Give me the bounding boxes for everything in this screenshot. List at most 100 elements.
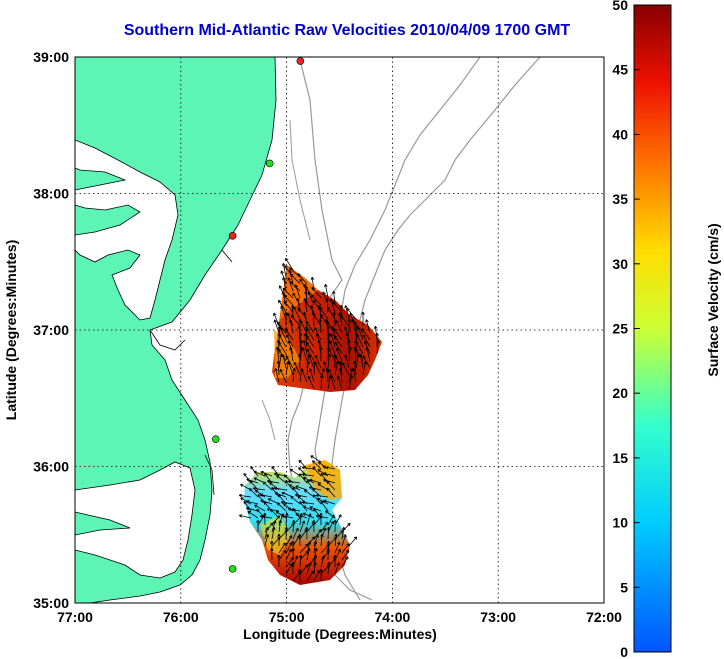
velocity-vector: [332, 311, 337, 327]
velocity-vector: [309, 478, 322, 484]
velocity-vector: [278, 299, 287, 313]
velocity-vector: [361, 311, 365, 327]
velocity-vector: [327, 514, 335, 526]
velocity-vector: [283, 300, 294, 313]
velocity-vector: [276, 502, 287, 512]
x-axis-ticks: 77:00 76:00 75:00 74:00 73:00 72:00: [57, 609, 622, 625]
velocity-vector: [256, 519, 260, 533]
velocity-vector: [313, 554, 318, 568]
velocity-vector: [264, 522, 274, 533]
velocity-vector: [302, 505, 315, 512]
velocity-vector: [317, 498, 329, 505]
velocity-vector: [278, 341, 287, 355]
velocity-vector: [334, 514, 342, 526]
velocity-vector: [347, 318, 352, 334]
chesapeake-bay: [75, 139, 179, 321]
velocity-vector: [299, 564, 309, 575]
velocity-vector: [318, 318, 323, 334]
velocity-vector: [271, 520, 277, 533]
velocity-vector: [243, 500, 252, 512]
velocity-vector: [305, 321, 315, 334]
velocity-vector: [376, 339, 380, 355]
x-tick-label: 77:00: [57, 609, 93, 625]
velocity-vector: [348, 346, 352, 362]
velocity-vector: [298, 554, 303, 568]
velocity-vector: [362, 334, 371, 348]
velocity-vector: [317, 469, 329, 477]
velocity-vector: [351, 319, 357, 334]
velocity-vector: [295, 485, 308, 491]
colorbar-tick-label: 0: [620, 644, 628, 659]
velocity-vector: [266, 479, 280, 484]
velocity-vector: [294, 284, 301, 299]
velocity-vector: [301, 465, 315, 470]
velocity-vector: [365, 319, 371, 334]
velocity-vector: [291, 519, 296, 533]
colorbar-tick-label: 40: [612, 126, 628, 142]
velocity-vector: [278, 513, 284, 526]
velocity-vector: [292, 555, 299, 568]
velocity-vector: [362, 360, 367, 376]
velocity-vector: [306, 348, 315, 362]
velocity-vector: [320, 521, 329, 533]
velocity-vector: [323, 361, 329, 376]
velocity-vector: [299, 512, 303, 526]
colorbar-tick-label: 20: [612, 385, 628, 401]
velocity-vector: [341, 362, 350, 376]
velocity-vector: [299, 543, 309, 554]
x-tick-label: 74:00: [374, 609, 410, 625]
velocity-vector: [332, 301, 343, 313]
velocity-vector: [365, 347, 371, 362]
velocity-vector: [323, 472, 336, 477]
colorbar-tick-label: 25: [612, 321, 628, 337]
velocity-vector: [334, 341, 343, 355]
velocity-vector: [279, 368, 287, 383]
velocity-vector: [347, 339, 351, 355]
velocity-vector: [246, 478, 259, 484]
velocity-vector: [282, 263, 287, 278]
velocity-vector: [285, 512, 289, 526]
velocity-vector: [355, 348, 364, 362]
velocity-vector: [287, 479, 301, 484]
velocity-vector: [298, 332, 303, 348]
velocity-vector: [276, 475, 287, 484]
velocity-vector: [338, 367, 343, 383]
velocity-vector: [294, 493, 308, 498]
radar-site-marker: [211, 435, 220, 444]
velocity-vector: [249, 488, 259, 498]
velocity-vector: [317, 483, 329, 491]
velocity-vector: [324, 318, 329, 334]
velocity-vector: [257, 493, 266, 505]
plot-frame: [74, 56, 605, 604]
velocity-vector: [297, 568, 302, 582]
velocity-vector: [292, 527, 299, 540]
velocity-vector: [288, 319, 294, 334]
velocity-vector: [287, 361, 294, 376]
velocity-vector: [253, 470, 266, 477]
radar-site-marker: [296, 57, 305, 65]
velocity-vector: [333, 554, 337, 568]
velocity-vector: [327, 353, 331, 369]
velocity-vector: [314, 354, 322, 369]
velocity-vector: [305, 341, 315, 355]
velocity-vector: [319, 568, 323, 582]
velocity-vector: [319, 307, 329, 320]
velocity-vector: [352, 360, 357, 376]
velocity-vector: [264, 534, 270, 547]
velocity-vector: [308, 368, 315, 383]
velocity-vector: [333, 519, 337, 533]
velocity-vector: [326, 487, 336, 498]
colorbar-tick-label: 15: [612, 450, 628, 466]
velocity-vector: [285, 355, 294, 369]
velocity-vector: [254, 504, 266, 512]
velocity-vector: [287, 277, 294, 292]
velocity-vector: [290, 314, 301, 327]
velocity-vector: [312, 466, 322, 477]
velocity-vector: [359, 353, 364, 369]
velocity-vector: [324, 283, 329, 299]
velocity-vector: [259, 493, 273, 498]
velocity-vector: [307, 291, 315, 306]
radar-site-marker: [228, 565, 237, 573]
velocity-vector: [300, 368, 308, 383]
velocity-vector: [297, 273, 308, 285]
